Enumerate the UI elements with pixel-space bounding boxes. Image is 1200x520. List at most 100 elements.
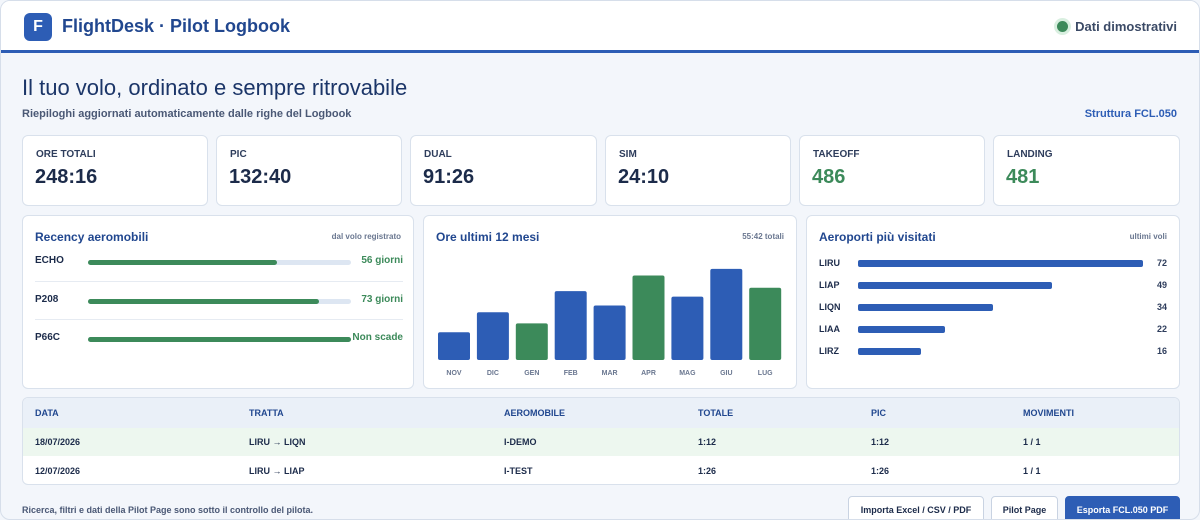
airport-row: LIRU 72: [819, 256, 1167, 272]
monthly-hours-panel: Ore ultimi 12 mesi 55:42 totali NOV DIC GE…: [423, 215, 797, 389]
footer-note: Ricerca, filtri e dati della Pilot Page …: [22, 505, 314, 515]
airport-bar: [858, 326, 946, 333]
app-title: FlightDesk · Pilot Logbook: [62, 16, 290, 36]
stat-card-dual: DUAL 91:26: [410, 135, 597, 206]
recency-value: Non scade: [352, 332, 403, 343]
column-header-aeromobile[interactable]: AEROMOBILE: [504, 408, 566, 418]
column-header-pic[interactable]: PIC: [871, 408, 887, 418]
stat-value: 481: [1006, 166, 1040, 188]
airport-bar: [858, 282, 1052, 289]
table-row[interactable]: 18/07/2026 LIRU → LIQN I-DEMO 1:12 1:12 …: [23, 428, 1179, 456]
x-tick-label: NOV: [446, 370, 462, 377]
cell-totale: 1:26: [698, 466, 717, 476]
cell-tratta: LIRU → LIAP: [249, 466, 305, 476]
recency-panel: Recency aeromobili dal volo registrato E…: [22, 215, 414, 389]
column-header-data[interactable]: DATA: [35, 408, 59, 418]
cell-pic: 1:12: [871, 437, 890, 447]
column-header-tratta[interactable]: TRATTA: [249, 408, 284, 418]
cell-totale: 1:12: [698, 437, 717, 447]
cell-movimenti: 1 / 1: [1023, 437, 1041, 447]
structure-link[interactable]: Struttura FCL.050: [1084, 108, 1177, 120]
recency-fill: [88, 299, 320, 304]
stat-label: PIC: [230, 149, 247, 160]
x-tick-label: GEN: [524, 370, 539, 377]
bar-mag: [671, 296, 704, 360]
divider: [35, 281, 403, 282]
bar-dic: [476, 312, 509, 360]
cell-aeromobile: I-TEST: [504, 466, 533, 476]
stat-card-ore-totali: ORE TOTALI 248:16: [22, 135, 208, 206]
airport-row: LIAA 22: [819, 322, 1167, 338]
recency-fill: [88, 260, 278, 265]
bar-feb: [554, 291, 587, 360]
airport-bar: [858, 348, 922, 355]
airports-note: ultimi voli: [1129, 232, 1167, 241]
demo-status: Dati dimostrativi: [1057, 19, 1177, 34]
stat-card-pic: PIC 132:40: [216, 135, 402, 206]
airport-row: LIRZ 16: [819, 344, 1167, 360]
aircraft-code: ECHO: [35, 255, 64, 266]
airport-count: 16: [1156, 346, 1167, 356]
bar-mar: [593, 305, 626, 360]
export-pdf-button[interactable]: Esporta FCL.050 PDF: [1065, 496, 1180, 519]
airport-row: LIAP 49: [819, 278, 1167, 294]
bar-giu: [710, 268, 743, 360]
stat-value: 24:10: [618, 166, 670, 188]
x-tick-label: LUG: [758, 370, 773, 377]
airports-title: Aeroporti più visitati: [819, 230, 936, 244]
airport-code: LIAP: [819, 280, 840, 290]
aircraft-code: P66C: [35, 332, 61, 343]
app-logo: F: [24, 13, 52, 41]
airport-row: LIQN 34: [819, 300, 1167, 316]
airport-count: 22: [1156, 324, 1167, 334]
airport-code: LIAA: [819, 324, 840, 334]
stat-value: 486: [812, 166, 846, 188]
recency-track: [88, 299, 351, 304]
x-tick-label: MAR: [602, 370, 618, 377]
stat-value: 248:16: [35, 166, 98, 188]
stat-label: ORE TOTALI: [36, 149, 96, 160]
stat-value: 132:40: [229, 166, 292, 188]
recency-row: P208 73 giorni: [35, 291, 403, 311]
airport-bar: [858, 304, 993, 311]
recency-title: Recency aeromobili: [35, 230, 149, 244]
x-tick-label: MAG: [679, 370, 696, 377]
stat-label: DUAL: [424, 149, 452, 160]
bar-nov: [438, 332, 470, 360]
recency-track: [88, 260, 351, 265]
stat-card-takeoff: TAKEOFF 486: [799, 135, 985, 206]
recency-fill: [88, 337, 351, 342]
stat-card-sim: SIM 24:10: [605, 135, 791, 206]
recency-value: 73 giorni: [361, 294, 403, 305]
monthly-title: Ore ultimi 12 mesi: [436, 230, 540, 244]
bar-gen: [515, 323, 548, 360]
bar-lug: [749, 287, 782, 360]
pilot-page-button[interactable]: Pilot Page: [991, 496, 1058, 519]
page-title: Il tuo volo, ordinato e sempre ritrovabi…: [22, 75, 408, 100]
monthly-bar-chart: NOV DIC GEN FEB MAR APR MAG GIU LUG: [438, 268, 782, 377]
cell-tratta: LIRU → LIQN: [249, 437, 306, 447]
divider: [35, 319, 403, 320]
demo-status-label: Dati dimostrativi: [1075, 19, 1177, 34]
logbook-table: DATA TRATTA AEROMOBILE TOTALE PIC MOVIME…: [22, 397, 1180, 485]
column-header-totale[interactable]: TOTALE: [698, 408, 734, 418]
stat-label: TAKEOFF: [813, 149, 860, 160]
cell-data: 18/07/2026: [35, 437, 81, 447]
table-row[interactable]: 12/07/2026 LIRU → LIAP I-TEST 1:26 1:26 …: [23, 457, 1179, 484]
airport-code: LIRU: [819, 258, 840, 268]
airport-count: 34: [1156, 302, 1167, 312]
import-button[interactable]: Importa Excel / CSV / PDF: [848, 496, 984, 519]
airport-code: LIRZ: [819, 346, 839, 356]
stat-card-landing: LANDING 481: [993, 135, 1180, 206]
page-subtitle: Riepiloghi aggiornati automaticamente da…: [22, 108, 352, 120]
airport-bar: [858, 260, 1143, 267]
stat-label: SIM: [619, 149, 637, 160]
stat-label: LANDING: [1007, 149, 1053, 160]
top-bar: F FlightDesk · Pilot Logbook Dati dimost…: [1, 1, 1199, 53]
monthly-note: 55:42 totali: [742, 232, 784, 241]
column-header-movimenti[interactable]: MOVIMENTI: [1023, 408, 1074, 418]
airports-panel: Aeroporti più visitati ultimi voli LIRU 7…: [806, 215, 1180, 389]
cell-pic: 1:26: [871, 466, 890, 476]
airport-count: 49: [1156, 280, 1167, 290]
